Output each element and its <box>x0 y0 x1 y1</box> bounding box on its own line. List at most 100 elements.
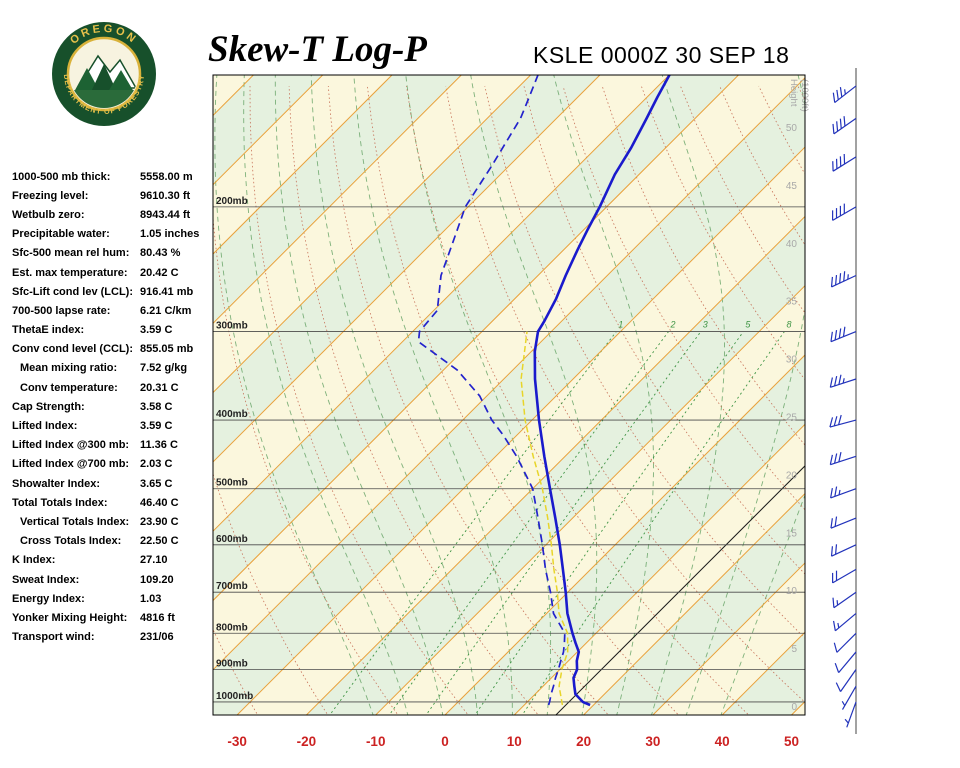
index-label: Transport wind: <box>12 631 95 644</box>
index-row: K Index: 27.10 <box>12 551 217 570</box>
plot-border <box>212 74 806 716</box>
wind-barb <box>829 414 857 428</box>
pressure-lines <box>213 206 805 703</box>
index-row: Precipitable water: 1.05 inches <box>12 225 217 244</box>
index-row: Lifted Index @700 mb: 2.03 C <box>12 455 217 474</box>
background-bands <box>213 75 805 715</box>
index-label: Cap Strength: <box>12 400 85 413</box>
logo-forest-art <box>70 40 138 108</box>
index-value: 46.40 C <box>140 496 179 509</box>
index-value: 7.52 g/kg <box>140 362 188 375</box>
index-label: Showalter Index: <box>12 477 101 490</box>
wind-barb <box>832 116 857 135</box>
index-value: 20.31 C <box>140 381 179 394</box>
index-row: 1000-500 mb thick: 5558.00 m <box>12 167 217 186</box>
wind-barb <box>832 85 857 104</box>
index-value: 3.58 C <box>140 400 173 413</box>
wind-barb <box>841 685 857 710</box>
index-label: 700-500 lapse rate: <box>12 304 111 317</box>
index-row: Total Totals Index: 46.40 C <box>12 493 217 512</box>
index-row: Energy Index: 1.03 <box>12 589 217 608</box>
temp-tick-label: -30 <box>227 734 247 749</box>
wind-barb <box>830 486 857 499</box>
mixing-ratio-label: 8 <box>786 320 791 330</box>
index-row: 700-500 lapse rate: 6.21 C/km <box>12 301 217 320</box>
odf-logo: OREGON DEPARTMENT OF FORESTRY <box>52 22 156 126</box>
index-label: Cross Totals Index: <box>20 535 122 548</box>
index-label: Sfc-500 mean rel hum: <box>12 247 130 260</box>
wind-barb <box>832 612 857 632</box>
index-row: Wetbulb zero: 8943.44 ft <box>12 205 217 224</box>
height-tick-label: 5 <box>791 644 797 655</box>
pressure-label: 300mb <box>216 321 248 332</box>
mixing-ratio-label: 1 <box>618 320 623 330</box>
dry-adiabats <box>213 85 805 715</box>
temperature-axis: -30 -20 -10 0 10 20 30 40 50 <box>227 734 799 749</box>
index-value: 3.65 C <box>140 477 173 490</box>
index-value: 855.05 mb <box>140 343 194 356</box>
index-label: 1000-500 mb thick: <box>12 170 111 183</box>
index-value: 23.90 C <box>140 515 179 528</box>
index-row: Cap Strength: 3.58 C <box>12 397 217 416</box>
index-label: Lifted Index @700 mb: <box>12 458 130 471</box>
index-label: K Index: <box>12 554 56 567</box>
index-label: Conv cond level (CCL): <box>12 343 134 356</box>
wind-barb <box>832 154 857 172</box>
index-row: Lifted Index: 3.59 C <box>12 416 217 435</box>
temp-tick-label: -10 <box>366 734 386 749</box>
wind-barb-column <box>829 68 857 734</box>
wind-barb <box>832 591 857 609</box>
index-value: 231/06 <box>140 631 174 644</box>
sounding-profiles <box>417 75 671 707</box>
wind-barb <box>844 701 857 728</box>
index-row: ThetaE index: 3.59 C <box>12 321 217 340</box>
index-value: 916.41 mb <box>140 285 194 298</box>
wind-barb <box>830 271 857 288</box>
height-tick-label: 50 <box>786 123 798 134</box>
index-value: 22.50 C <box>140 535 179 548</box>
index-label: Conv temperature: <box>20 381 118 394</box>
index-label: Est. max temperature: <box>12 266 128 279</box>
index-label: Yonker Mixing Height: <box>12 611 128 624</box>
index-label: Vertical Totals Index: <box>20 515 130 528</box>
height-tick-label: 35 <box>786 297 798 308</box>
index-value: 5558.00 m <box>140 170 193 183</box>
tree-icon <box>74 68 100 92</box>
height-axis-title: Height <box>788 79 799 107</box>
height-tick-label: 25 <box>786 413 798 424</box>
dewpoint-profile <box>417 75 566 706</box>
wind-barb <box>834 651 857 674</box>
index-value: 11.36 C <box>140 439 178 452</box>
index-value: 109.20 <box>140 573 174 586</box>
temp-tick-label: 50 <box>784 734 799 749</box>
mixing-ratio-label: 5 <box>745 320 751 330</box>
index-value: 6.21 C/km <box>140 304 192 317</box>
temp-tick-label: 40 <box>715 734 730 749</box>
height-tick-label: 40 <box>786 239 798 250</box>
wind-barb <box>835 669 857 692</box>
index-label: Mean mixing ratio: <box>20 362 118 375</box>
temp-tick-label: -20 <box>297 734 317 749</box>
sounding-indices-panel: 1000-500 mb thick: 5558.00 m Freezing leve… <box>12 167 217 647</box>
height-tick-label: 30 <box>786 355 798 366</box>
pressure-label: 200mb <box>216 196 248 207</box>
index-value: 4816 ft <box>140 611 175 624</box>
index-row: Sfc-500 mean rel hum: 80.43 % <box>12 244 217 263</box>
index-row: Conv temperature: 20.31 C <box>12 378 217 397</box>
height-tick-label: 20 <box>786 470 798 481</box>
height-tick-label: 0 <box>791 702 797 713</box>
index-label: Energy Index: <box>12 592 85 605</box>
index-value: 8943.44 ft <box>140 208 191 221</box>
index-value: 2.03 C <box>140 458 173 471</box>
index-row: Yonker Mixing Height: 4816 ft <box>12 608 217 627</box>
pressure-label: 400mb <box>216 409 248 420</box>
height-tick-label: 45 <box>786 181 798 192</box>
index-label: Freezing level: <box>12 189 89 202</box>
pressure-label: 1000mb <box>216 691 253 702</box>
index-value: 3.59 C <box>140 324 173 337</box>
index-row: Sfc-Lift cond lev (LCL): 916.41 mb <box>12 282 217 301</box>
mixing-ratio-label: 3 <box>703 320 708 330</box>
index-row: Mean mixing ratio: 7.52 g/kg <box>12 359 217 378</box>
temp-tick-label: 20 <box>576 734 591 749</box>
